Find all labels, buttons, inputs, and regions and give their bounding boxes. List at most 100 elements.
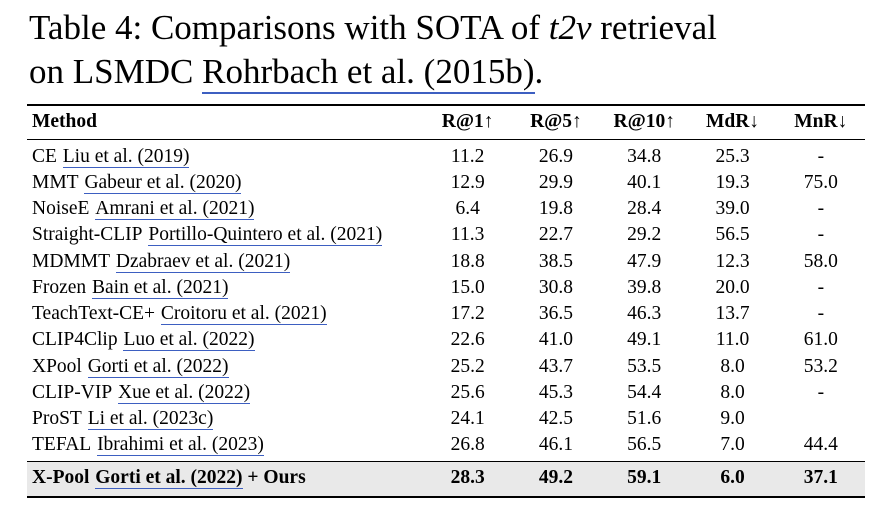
method-cell: XPool Gorti et al. (2022) — [27, 354, 423, 380]
col-header-mnr: MnR↓ — [794, 110, 848, 132]
metric-cell-r5: 49.2 — [538, 467, 573, 489]
metric-cell-mdr: 9.0 — [720, 407, 745, 429]
metric-cell-mdr: 13.7 — [715, 303, 750, 325]
metric-cell-r5: 43.7 — [538, 355, 573, 377]
metric-cell-mdr: 39.0 — [715, 198, 750, 220]
citation-link[interactable]: Gabeur et al. (2020) — [84, 172, 242, 195]
metric-cell-r10: 53.5 — [627, 355, 662, 377]
metric-cell-r1: 25.6 — [450, 381, 485, 403]
table-row: TeachText-CE+ Croitoru et al. (2021) 17.2… — [27, 301, 865, 327]
table-header-row: Method R@1↑ R@5↑ R@10↑ MdR↓ MnR↓ — [27, 105, 865, 140]
citation-link[interactable]: Croitoru et al. (2021) — [160, 303, 327, 326]
metric-cell-mnr: 44.4 — [803, 434, 838, 456]
table-row: XPool Gorti et al. (2022) 25.2 43.7 53.5 … — [27, 354, 865, 380]
method-cell: Frozen Bain et al. (2021) — [27, 275, 423, 301]
caption-italic-term: t2v — [548, 8, 592, 47]
table-row: CE Liu et al. (2019) 11.2 26.9 34.8 25.3 … — [27, 139, 865, 170]
table-row: NoiseE Amrani et al. (2021) 6.4 19.8 28.4… — [27, 196, 865, 222]
metric-cell-r5: 42.5 — [538, 407, 573, 429]
metric-cell-mnr: - — [817, 303, 825, 325]
citation-link[interactable]: Amrani et al. (2021) — [95, 198, 255, 221]
metric-cell-r10: 47.9 — [627, 250, 662, 272]
metric-cell-r10: 39.8 — [627, 276, 662, 298]
metric-cell-r1: 15.0 — [450, 276, 485, 298]
method-cell: TEFAL Ibrahimi et al. (2023) — [27, 432, 423, 462]
metric-cell-r5: 29.9 — [538, 172, 573, 194]
metric-cell-r5: 26.9 — [538, 145, 573, 167]
method-cell: TeachText-CE+ Croitoru et al. (2021) — [27, 301, 423, 327]
method-cell: X-Pool Gorti et al. (2022) + Ours — [27, 462, 423, 497]
citation-link[interactable]: Liu et al. (2019) — [62, 145, 190, 168]
metric-cell-r10: 49.1 — [627, 329, 662, 351]
table-body: CE Liu et al. (2019) 11.2 26.9 34.8 25.3 … — [27, 139, 865, 461]
citation-link[interactable]: Portillo-Quintero et al. (2021) — [148, 224, 383, 247]
method-name: XPool — [32, 355, 82, 377]
metric-cell-mdr: 20.0 — [715, 276, 750, 298]
citation-link[interactable]: Luo et al. (2022) — [123, 329, 255, 352]
citation-link[interactable]: Gorti et al. (2022) — [95, 467, 243, 490]
citation-link[interactable]: Xue et al. (2022) — [118, 381, 251, 404]
metric-cell-r5: 41.0 — [538, 329, 573, 351]
method-cell: CE Liu et al. (2019) — [27, 139, 423, 170]
metric-cell-mnr: - — [817, 381, 825, 403]
metric-cell-r1: 11.2 — [450, 145, 485, 167]
citation-link[interactable]: Li et al. (2023c) — [87, 407, 214, 430]
col-header-r5: R@5↑ — [530, 110, 582, 132]
metric-cell-mnr: 75.0 — [803, 172, 838, 194]
metric-cell-r5: 45.3 — [538, 381, 573, 403]
results-table: Method R@1↑ R@5↑ R@10↑ MdR↓ MnR↓ CE Liu e… — [27, 103, 865, 498]
table-row: CLIP-VIP Xue et al. (2022) 25.6 45.3 54.4… — [27, 380, 865, 406]
citation-link[interactable]: Ibrahimi et al. (2023) — [97, 434, 264, 457]
caption-text-1: Table 4: Comparisons with SOTA of — [29, 8, 549, 47]
col-header-r1: R@1↑ — [441, 110, 494, 132]
metric-cell-r10: 34.8 — [627, 145, 662, 167]
metric-cell-r1: 11.3 — [450, 224, 485, 246]
caption-citation-link[interactable]: Rohrbach et al. (2015b) — [202, 52, 535, 95]
table-footer-body: X-Pool Gorti et al. (2022) + Ours 28.3 49… — [27, 461, 865, 497]
metric-cell-r5: 38.5 — [538, 250, 573, 272]
metric-cell-r10: 59.1 — [627, 467, 662, 489]
caption-text-4: . — [534, 52, 544, 92]
method-name: MMT — [32, 172, 79, 194]
method-name: CLIP4Clip — [32, 329, 118, 351]
metric-cell-mnr: 61.0 — [803, 329, 838, 351]
metric-cell-r5: 46.1 — [538, 434, 573, 456]
metric-cell-mdr: 6.0 — [720, 467, 745, 489]
method-cell: Straight-CLIP Portillo-Quintero et al. (2… — [27, 222, 423, 248]
table-row: Straight-CLIP Portillo-Quintero et al. (2… — [27, 222, 865, 248]
metric-cell-mnr — [777, 406, 865, 432]
method-name: TeachText-CE+ — [32, 303, 156, 325]
method-cell: NoiseE Amrani et al. (2021) — [27, 196, 423, 222]
metric-cell-r10: 54.4 — [627, 381, 662, 403]
col-header-r10: R@10↑ — [613, 110, 675, 132]
ours-result-row: X-Pool Gorti et al. (2022) + Ours 28.3 49… — [27, 461, 865, 497]
method-name: Frozen — [32, 276, 87, 298]
metric-cell-r1: 17.2 — [450, 303, 485, 325]
table-row: TEFAL Ibrahimi et al. (2023) 26.8 46.1 56… — [27, 432, 865, 462]
method-name: MDMMT — [32, 250, 111, 272]
table-row: MMT Gabeur et al. (2020) 12.9 29.9 40.1 1… — [27, 170, 865, 196]
metric-cell-r1: 22.6 — [450, 329, 485, 351]
table-row: CLIP4Clip Luo et al. (2022) 22.6 41.0 49.… — [27, 327, 865, 353]
metric-cell-r1: 18.8 — [450, 250, 485, 272]
metric-cell-r5: 19.8 — [538, 198, 573, 220]
method-name: Straight-CLIP — [32, 224, 143, 246]
table-row: MDMMT Dzabraev et al. (2021) 18.8 38.5 47… — [27, 249, 865, 275]
metric-cell-r1: 24.1 — [450, 407, 485, 429]
metric-cell-r5: 22.7 — [538, 224, 573, 246]
method-cell: ProST Li et al. (2023c) — [27, 406, 423, 432]
citation-link[interactable]: Gorti et al. (2022) — [87, 355, 229, 378]
citation-link[interactable]: Bain et al. (2021) — [92, 276, 229, 299]
method-cell: CLIP4Clip Luo et al. (2022) — [27, 327, 423, 353]
metric-cell-mdr: 8.0 — [720, 355, 745, 377]
metric-cell-r1: 28.3 — [450, 467, 485, 489]
metric-cell-r1: 12.9 — [450, 172, 485, 194]
method-cell: CLIP-VIP Xue et al. (2022) — [27, 380, 423, 406]
citation-link[interactable]: Dzabraev et al. (2021) — [115, 250, 291, 273]
metric-cell-r10: 40.1 — [627, 172, 662, 194]
metric-cell-r5: 30.8 — [538, 276, 573, 298]
table-head: Method R@1↑ R@5↑ R@10↑ MdR↓ MnR↓ — [27, 105, 865, 140]
metric-cell-r5: 36.5 — [538, 303, 573, 325]
metric-cell-r10: 29.2 — [627, 224, 662, 246]
